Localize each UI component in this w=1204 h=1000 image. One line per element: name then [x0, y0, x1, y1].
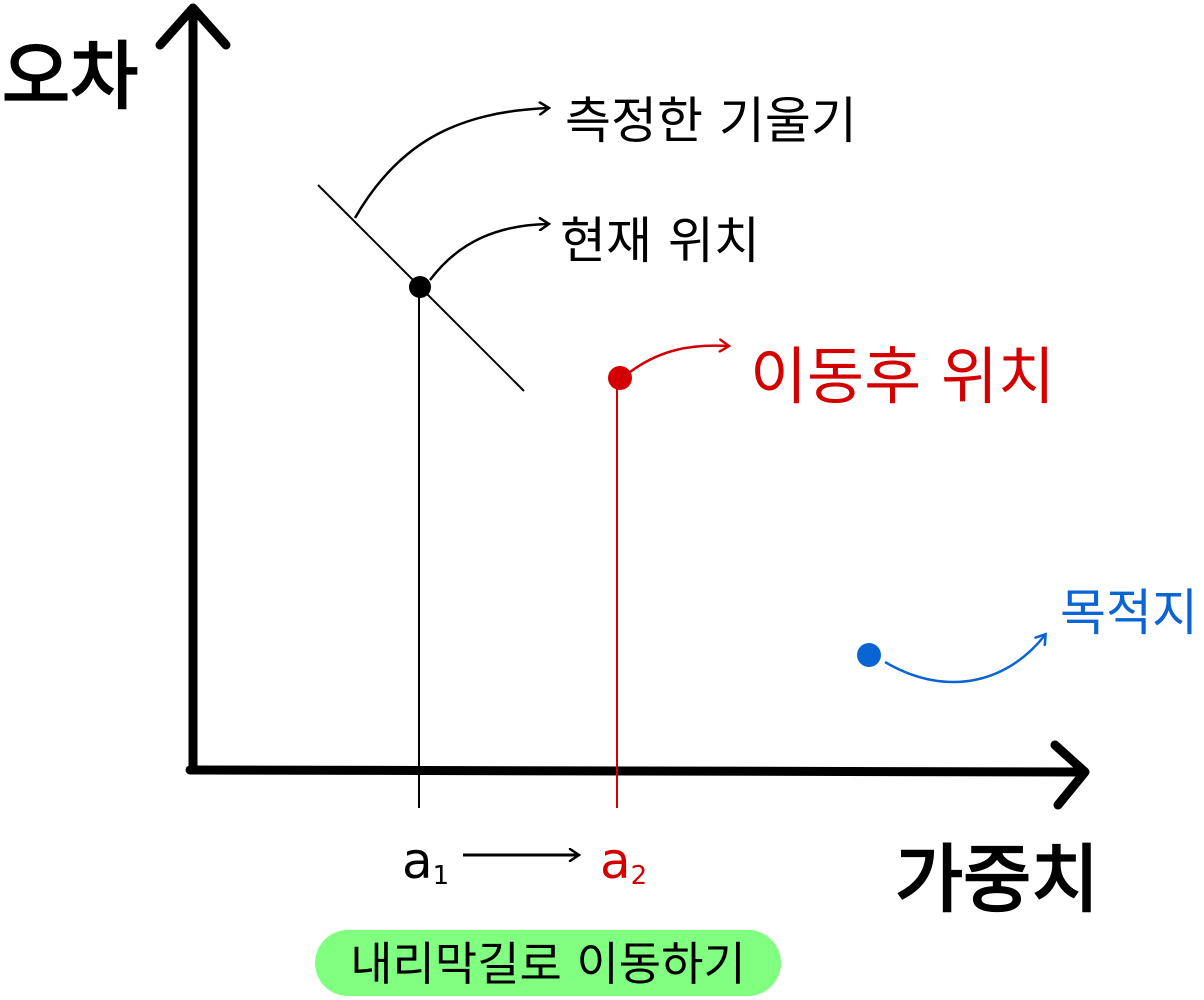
x-axis — [185, 740, 1090, 810]
after-move-position-point — [608, 366, 632, 390]
measured-slope-label: 측정한 기울기 — [565, 92, 857, 150]
destination-pointer — [884, 635, 1045, 684]
destination-label: 목적지 — [1060, 584, 1198, 642]
measured-slope-pointer — [353, 108, 548, 219]
current-position-label: 현재 위치 — [560, 212, 760, 270]
current-position-point — [409, 276, 431, 298]
caption-pill: 내리막길로 이동하기 — [315, 930, 781, 996]
destination-point — [857, 643, 881, 667]
caption-text: 내리막길로 이동하기 — [350, 937, 746, 991]
tick-label-a1: a1 — [402, 832, 449, 891]
after-move-label: 이동후 위치 — [750, 340, 1055, 413]
y-axis-title: 오차 — [2, 34, 138, 120]
after-move-pointer — [629, 346, 728, 374]
current-position-pointer — [429, 224, 548, 281]
x-axis-title: 가중치 — [895, 837, 1099, 923]
y-axis — [155, 3, 231, 775]
tick-label-a2: a2 — [600, 832, 647, 891]
